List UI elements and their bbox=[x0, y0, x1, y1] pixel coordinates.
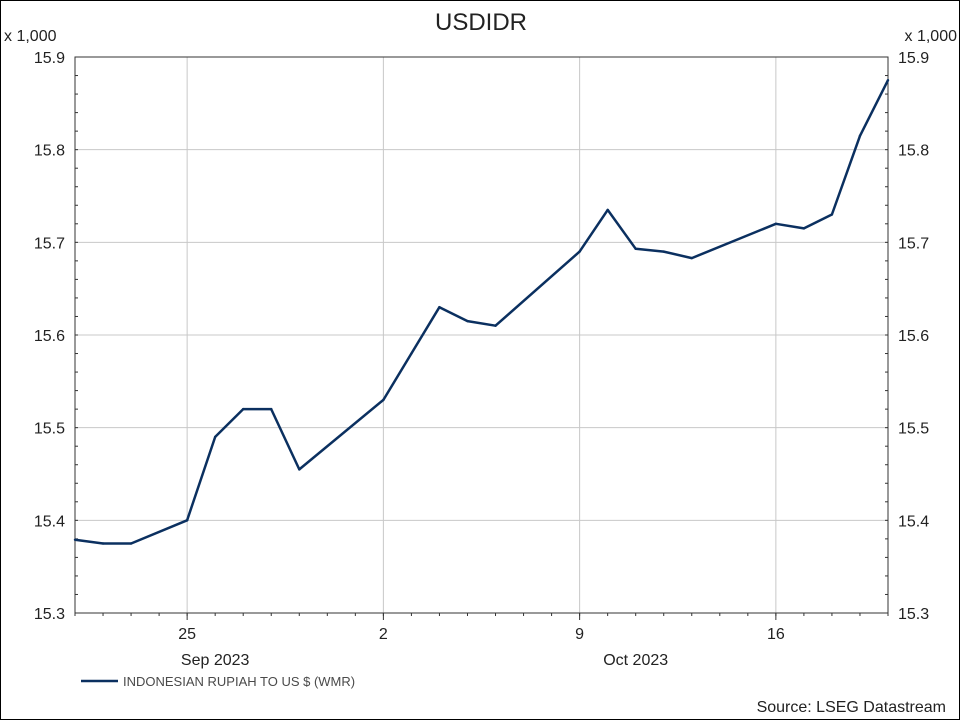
y-tick-label-right: 15.4 bbox=[898, 513, 929, 530]
data-point bbox=[73, 538, 77, 541]
y-tick-label-left: 15.5 bbox=[34, 421, 65, 438]
data-point bbox=[690, 256, 693, 260]
y-tick-label-left: 15.4 bbox=[34, 513, 65, 530]
x-month-label: Oct 2023 bbox=[603, 652, 668, 669]
y-tick-label-right: 15.6 bbox=[898, 328, 929, 345]
y-tick-label-left: 15.3 bbox=[34, 606, 65, 623]
y-tick-label-left: 15.6 bbox=[34, 328, 65, 345]
data-point bbox=[802, 227, 806, 230]
data-point bbox=[830, 213, 834, 216]
data-point bbox=[662, 250, 665, 253]
y-tick-label-right: 15.8 bbox=[898, 143, 929, 160]
x-month-label: Sep 2023 bbox=[181, 652, 250, 669]
y-tick-label-left: 15.8 bbox=[34, 143, 65, 160]
data-point bbox=[298, 468, 301, 471]
data-point bbox=[438, 306, 441, 309]
plot-border bbox=[74, 56, 889, 614]
data-point bbox=[578, 250, 581, 253]
y-tick-label-left: 15.7 bbox=[34, 235, 65, 252]
y-tick-label-right: 15.7 bbox=[898, 235, 929, 252]
data-point bbox=[466, 319, 469, 323]
y-tick-label-right: 15.9 bbox=[898, 50, 929, 67]
data-point bbox=[858, 134, 862, 137]
legend-label: INDONESIAN RUPIAH TO US $ (WMR) bbox=[123, 674, 355, 689]
y-tick-label-left: 15.9 bbox=[34, 50, 65, 67]
axes: 15.3 15.3 15.4 15.4 15.5 15.5 15.6 15.6 15.7 15.7… bbox=[34, 50, 929, 669]
data-point bbox=[213, 435, 217, 439]
x-tick-label: 2 bbox=[379, 626, 388, 643]
data-point bbox=[634, 247, 637, 251]
data-point bbox=[382, 398, 385, 402]
y-multiplier-right: x 1,000 bbox=[905, 28, 958, 45]
data-point bbox=[242, 407, 245, 411]
data-point bbox=[410, 352, 413, 355]
x-tick-label: 9 bbox=[575, 626, 584, 643]
legend: INDONESIAN RUPIAH TO US $ (WMR) bbox=[81, 674, 355, 689]
data-point bbox=[185, 519, 189, 522]
data-point bbox=[494, 324, 497, 327]
y-multiplier-left: x 1,000 bbox=[4, 28, 57, 45]
grid bbox=[75, 56, 888, 614]
series-layer bbox=[73, 78, 890, 545]
data-point bbox=[129, 542, 133, 545]
chart-title: USDIDR bbox=[435, 9, 527, 36]
data-point bbox=[886, 78, 890, 82]
y-tick-label-right: 15.3 bbox=[898, 606, 929, 623]
data-point bbox=[270, 407, 273, 411]
data-point bbox=[101, 542, 105, 545]
source-note: Source: LSEG Datastream bbox=[757, 699, 946, 716]
data-point bbox=[606, 208, 609, 212]
data-point bbox=[774, 222, 778, 225]
y-tick-label-right: 15.5 bbox=[898, 421, 929, 438]
x-tick-label: 16 bbox=[767, 626, 785, 643]
x-tick-label: 25 bbox=[178, 626, 196, 643]
